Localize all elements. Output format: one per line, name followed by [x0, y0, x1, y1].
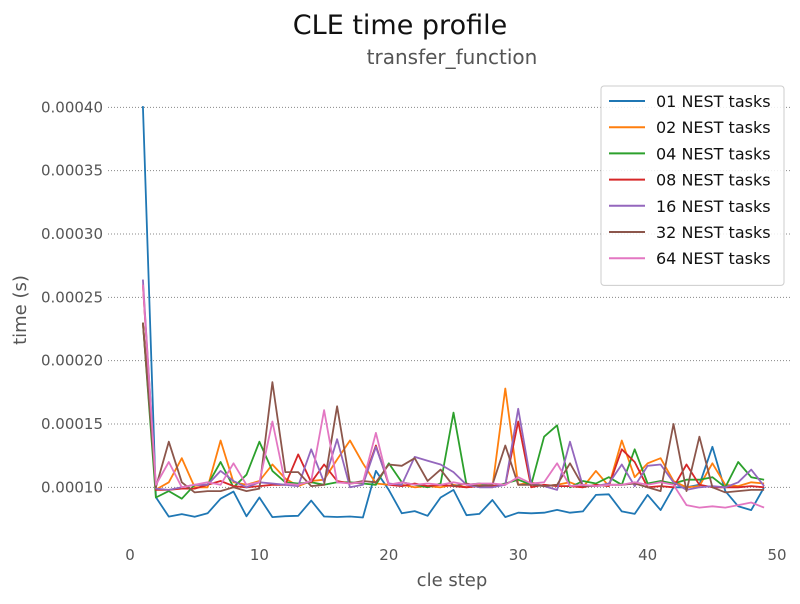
x-axis-ticks: 0 10 20 30 40 50: [125, 546, 786, 564]
x-tick-label: 50: [768, 546, 787, 564]
series-line: [142, 284, 765, 491]
legend-box: [600, 85, 785, 286]
x-tick-label: 30: [509, 546, 528, 564]
x-tick-label: 20: [379, 546, 398, 564]
y-axis-label: time (s): [10, 275, 31, 345]
legend-label: 04 NEST tasks: [656, 144, 771, 163]
chart-subtitle: transfer_function: [367, 45, 538, 69]
y-tick-label: 0.00040: [41, 98, 103, 116]
series-line: [142, 322, 765, 491]
y-tick-label: 0.00010: [41, 478, 103, 496]
series-lines: [142, 106, 765, 519]
y-tick-label: 0.00015: [41, 415, 103, 433]
y-tick-label: 0.00025: [41, 288, 103, 306]
legend-label: 02 NEST tasks: [656, 118, 771, 137]
series-line: [142, 284, 765, 509]
x-axis-label: cle step: [417, 570, 488, 591]
legend-label: 01 NEST tasks: [656, 92, 771, 111]
y-axis-ticks: 0.00010 0.00015 0.00020 0.00025 0.00030 0.000…: [41, 98, 103, 496]
chart-title: CLE time profile: [293, 10, 507, 41]
x-tick-label: 0: [125, 546, 135, 564]
legend: 01 NEST tasks 02 NEST tasks 04 NEST tasks 0…: [600, 85, 785, 286]
legend-label: 16 NEST tasks: [656, 197, 771, 216]
series-line: [142, 106, 765, 519]
y-tick-label: 0.00020: [41, 352, 103, 370]
legend-label: 64 NEST tasks: [656, 249, 771, 268]
series-line: [142, 322, 765, 494]
legend-label: 08 NEST tasks: [656, 171, 771, 190]
series-line: [142, 279, 765, 491]
y-tick-label: 0.00030: [41, 225, 103, 243]
series-line: [142, 322, 765, 500]
legend-label: 32 NEST tasks: [656, 223, 771, 242]
y-tick-label: 0.00035: [41, 162, 103, 180]
x-tick-label: 10: [250, 546, 269, 564]
x-tick-label: 40: [638, 546, 657, 564]
